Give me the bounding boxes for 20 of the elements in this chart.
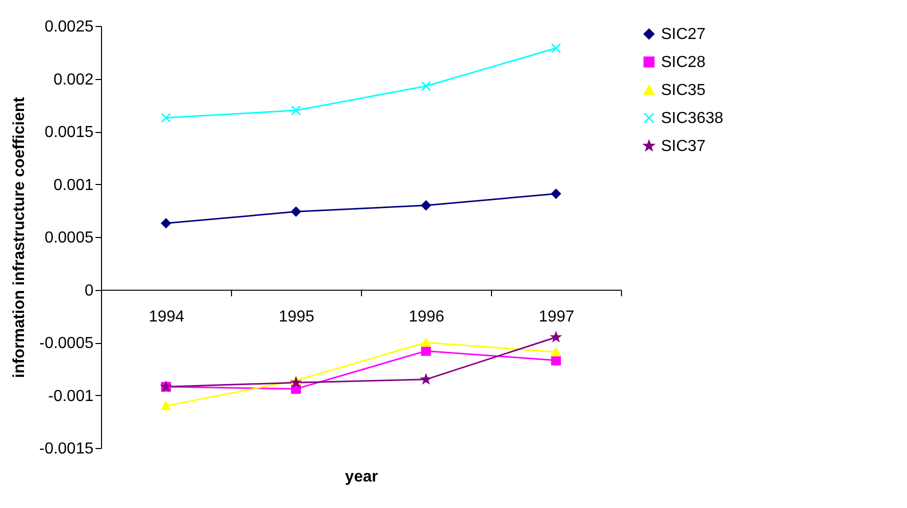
- x-tick-label: 1996: [408, 308, 444, 326]
- y-tick-label: -0.0015: [39, 440, 94, 458]
- x-tick-label: 1994: [148, 308, 184, 326]
- y-axis-title: information infrastructure coefficient: [11, 96, 28, 378]
- y-tick-label: -0.001: [48, 388, 94, 405]
- y-tick-label: 0.0015: [44, 124, 94, 141]
- y-tick-label: -0.0005: [39, 335, 94, 352]
- legend-label: SIC28: [661, 54, 706, 71]
- x-tick-label: 1995: [278, 308, 314, 326]
- x-tick-label: 1997: [538, 308, 574, 326]
- y-tick-label: 0.0025: [44, 18, 94, 36]
- legend-label: SIC27: [661, 26, 706, 43]
- y-tick-label: 0.002: [53, 71, 94, 88]
- y-tick-label: 0.001: [53, 176, 94, 194]
- y-tick-label: 0.0005: [44, 230, 94, 246]
- legend-label: SIC3638: [661, 110, 724, 127]
- x-axis-title: year: [345, 468, 378, 486]
- y-tick-label: 0: [84, 282, 94, 300]
- legend-label: SIC37: [661, 138, 706, 155]
- legend-label: SIC35: [661, 82, 706, 99]
